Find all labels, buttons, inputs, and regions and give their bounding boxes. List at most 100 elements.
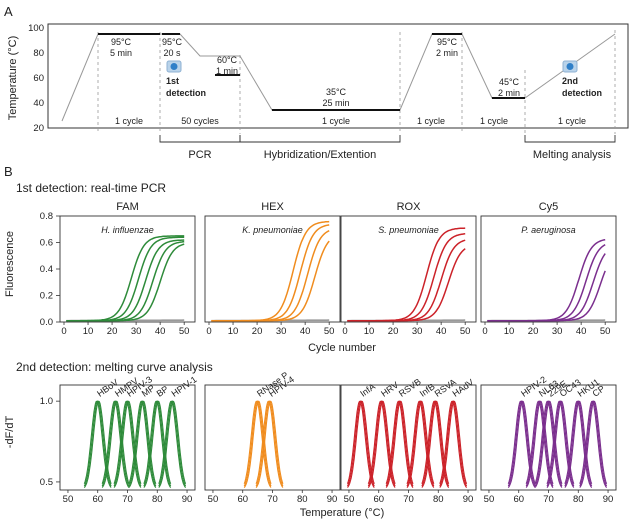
melt-xtick-label-1-3: 80 [297, 494, 308, 505]
melt-panel-frame-1 [204, 384, 341, 491]
melt-peak-0-3-2 [128, 400, 157, 488]
a-ytick-100: 100 [28, 23, 44, 34]
pcr-curve-3-2 [487, 253, 606, 322]
melt-peak-0-3-1 [128, 400, 157, 487]
pcr-panel-frame-0 [59, 215, 196, 323]
pcr-xtick-label-1-4: 40 [300, 326, 311, 337]
a-bracket-hyb-label: Hybridization/Extention [264, 149, 377, 161]
pcr-xtick-label-1-1: 10 [228, 326, 239, 337]
pcr-channel-0: FAM [116, 201, 139, 213]
melt-peak-3-4-1 [564, 400, 593, 487]
melt-peak-label-2-0: InfA [358, 381, 377, 398]
melt-peak-2-0-2 [347, 400, 375, 488]
melt-peak-2-0-1 [346, 400, 375, 487]
pcr-ytick-label-2: 0.4 [40, 264, 53, 275]
pcr-xtick-label-2-1: 10 [364, 326, 375, 337]
melt-xtick-label-3-3: 80 [573, 494, 584, 505]
melt-xtick-label-0-4: 90 [182, 494, 193, 505]
pcr-xtick-label-0-2: 20 [107, 326, 118, 337]
pcr-xtick-label-3-4: 40 [576, 326, 587, 337]
melt-title: 2nd detection: melting curve analysis [16, 360, 213, 374]
pcr-ytick-label-3: 0.6 [40, 238, 53, 249]
pcr-organism-0: H. influenzae [101, 225, 154, 235]
a-separators [97, 30, 616, 134]
a-detection-2-line1: 2nd [562, 76, 578, 86]
melt-xtick-label-2-4: 90 [463, 494, 474, 505]
pcr-plots: 0.0 0.2 0.4 0.6 0.8 FAM H. influenzae 0 10 20 30 40… [40, 201, 617, 337]
pcr-channel-1: HEX [261, 201, 284, 213]
melt-peak-0-2-2 [113, 400, 142, 488]
a-step4-temp: 35°C [326, 87, 347, 97]
pcr-xtick-label-2-0: 0 [342, 326, 347, 337]
a-cycle-6: 1 cycle [558, 116, 586, 126]
melt-xtick-label-1-1: 60 [237, 494, 248, 505]
melt-peak-1-1-2 [255, 400, 284, 488]
melt-peak-label-0-5: HPIV-1 [170, 374, 199, 399]
pcr-curve-0-2 [66, 239, 185, 322]
a-ytick-60: 60 [33, 73, 44, 84]
melt-peak-1-0-2 [243, 400, 272, 488]
a-step1-temp: 95°C [111, 37, 132, 47]
pcr-channel-2: ROX [397, 201, 422, 213]
a-step6-time: 2 min [498, 88, 520, 98]
melt-peak-2-2-1 [385, 400, 414, 487]
melt-peak-0-1-1 [101, 400, 130, 487]
pcr-xtick-label-1-2: 20 [252, 326, 263, 337]
pcr-ytick-label-1: 0.2 [40, 291, 53, 302]
melt-ytick-label-1: 1.0 [40, 396, 53, 407]
pcr-curve-1-3 [211, 240, 330, 322]
a-step6-temp: 45°C [499, 77, 520, 87]
melt-xtick-label-0-1: 60 [92, 494, 103, 505]
pcr-ytick-label-0: 0.0 [40, 317, 53, 328]
a-bracket-melt [524, 135, 616, 143]
pcr-organism-3: P. aeruginosa [521, 225, 575, 235]
melt-xtick-label-2-1: 60 [373, 494, 384, 505]
melt-peak-0-4-2 [143, 400, 172, 488]
melt-peak-0-4-1 [143, 400, 172, 487]
melt-peak-3-2-2 [534, 400, 563, 488]
melt-peak-2-3-2 [406, 400, 435, 488]
a-detection-2-icon [562, 60, 578, 73]
a-step2-time: 20 s [163, 48, 181, 58]
a-ytick-40: 40 [33, 98, 44, 109]
pcr-xtick-label-3-5: 50 [600, 326, 611, 337]
pcr-xtick-label-0-3: 30 [131, 326, 142, 337]
pcr-xtick-label-1-5: 50 [324, 326, 335, 337]
melt-xtick-label-2-0: 50 [344, 494, 355, 505]
a-ytick-80: 80 [33, 48, 44, 59]
pcr-xtick-label-0-1: 10 [83, 326, 94, 337]
pcr-xlabel: Cycle number [308, 342, 376, 354]
melt-xtick-label-0-2: 70 [122, 494, 133, 505]
melt-xtick-label-2-2: 70 [403, 494, 414, 505]
a-detection-1-line1: 1st [166, 76, 179, 86]
panel-b-label: B [4, 164, 13, 179]
melt-peak-3-2-1 [534, 400, 563, 487]
pcr-panel-frame-1 [204, 215, 341, 323]
melt-peak-2-5-1 [439, 400, 468, 487]
melt-xtick-label-3-1: 60 [513, 494, 524, 505]
a-step3-time: 1 min [216, 66, 238, 76]
pcr-xtick-label-2-5: 50 [460, 326, 471, 337]
panel-a-frame [47, 23, 629, 129]
melt-ytick-label-0: 0.5 [40, 477, 53, 488]
a-detection-1-line2: detection [166, 88, 206, 98]
pcr-organism-2: S. pneumoniae [378, 225, 439, 235]
panel-a-ylabel: Temperature (°C) [7, 36, 19, 120]
a-bracket-pcr-label: PCR [188, 149, 211, 161]
pcr-xtick-label-2-3: 30 [412, 326, 423, 337]
melt-peak-label-0-4: BP [155, 384, 171, 399]
a-bracket-hyb [239, 135, 401, 143]
melt-xtick-label-3-0: 50 [484, 494, 495, 505]
a-step3-temp: 60°C [217, 55, 238, 65]
melt-xtick-label-1-0: 50 [208, 494, 219, 505]
pcr-ylabel: Fluorescence [4, 231, 16, 297]
pcr-ytick-label-4: 0.8 [40, 211, 53, 222]
melt-peak-3-4-2 [564, 400, 593, 488]
pcr-xtick-label-0-5: 50 [179, 326, 190, 337]
pcr-curve-1-1 [211, 224, 330, 322]
a-detection-2-line2: detection [562, 88, 602, 98]
a-bracket-melt-label: Melting analysis [533, 149, 612, 161]
melt-peak-0-1-2 [101, 400, 130, 488]
